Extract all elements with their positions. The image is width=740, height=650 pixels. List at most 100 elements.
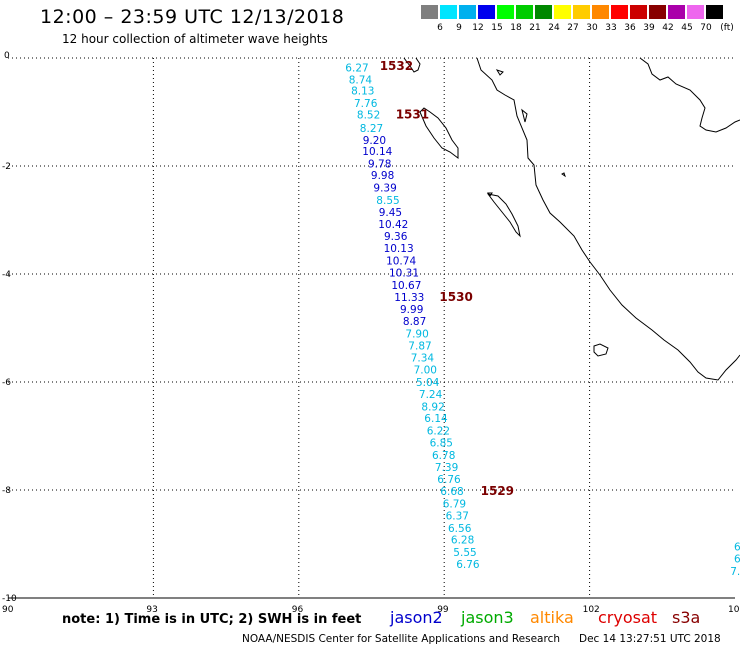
time-labels: 1532 1531 1530 1529 xyxy=(380,59,514,498)
wave-height-reading: 7.87 xyxy=(408,340,431,352)
wave-height-reading: 9.78 xyxy=(368,158,391,170)
legend-label-18: 18 xyxy=(510,23,522,33)
coastline-sumatra xyxy=(476,57,740,381)
wave-height-readings: 6.278.748.137.768.528.279.2010.149.789.9… xyxy=(345,63,740,578)
time-label-1531: 1531 xyxy=(396,108,429,122)
legend-label-27: 27 xyxy=(567,23,579,33)
wave-height-reading: 6.56 xyxy=(448,523,472,535)
coastline-island-enggano xyxy=(593,343,609,357)
wave-height-reading: 6.37 xyxy=(446,510,469,522)
wave-height-reading: 6.14 xyxy=(424,413,448,425)
wave-height-reading: 6.76 xyxy=(456,559,480,571)
legend-swatch-21 xyxy=(535,5,552,19)
lon-label-93: 93 xyxy=(146,605,157,615)
coastline-peninsula xyxy=(639,57,740,133)
wave-height-reading: 10.13 xyxy=(384,243,414,255)
mission-cryosat: cryosat xyxy=(598,608,658,627)
wave-height-reading: 10.31 xyxy=(389,267,419,279)
wave-height-reading: 9.20 xyxy=(363,135,386,147)
legend-label-12: 12 xyxy=(472,23,484,33)
wave-height-reading: 7.76 xyxy=(354,98,378,110)
wave-height-reading: 6.78 xyxy=(432,450,455,462)
footer-note: note: 1) Time is in UTC; 2) SWH is in fe… xyxy=(62,612,362,627)
lon-label-96: 96 xyxy=(292,605,304,615)
wave-height-reading: 9.99 xyxy=(400,304,423,316)
map-title: 12:00 – 23:59 UTC 12/13/2018 xyxy=(40,6,345,28)
legend-unit: (ft) xyxy=(720,23,734,33)
lat-label--6: -6 xyxy=(2,378,11,388)
wave-height-reading: 9.45 xyxy=(379,207,402,219)
lon-label-102: 102 xyxy=(583,605,600,615)
legend-swatch-15 xyxy=(497,5,514,19)
wave-height-reading: 6.68 xyxy=(440,486,463,498)
lat-label--2: -2 xyxy=(2,162,11,172)
wave-height-reading: 6.79 xyxy=(443,499,466,511)
mission-jason3: jason3 xyxy=(461,608,514,627)
wave-height-reading-edge: 6 xyxy=(734,554,740,566)
wave-height-reading: 5.04 xyxy=(416,377,440,389)
wave-height-reading: 7.24 xyxy=(419,389,443,401)
wave-height-reading: 6.28 xyxy=(451,535,474,547)
wave-height-reading: 8.52 xyxy=(357,110,380,122)
wave-height-reading: 8.87 xyxy=(403,316,426,328)
coastline xyxy=(403,57,740,381)
legend-label-39: 39 xyxy=(643,23,655,33)
legend-swatch-18 xyxy=(516,5,533,19)
lat-label--8: -8 xyxy=(2,486,11,496)
legend-label-15: 15 xyxy=(491,23,503,33)
legend-swatch-12 xyxy=(478,5,495,19)
wave-height-reading-edge: 6 xyxy=(734,542,740,554)
legend-swatch-6 xyxy=(440,5,457,19)
legend-label-21: 21 xyxy=(529,23,541,33)
wave-height-reading: 6.85 xyxy=(430,438,453,450)
wave-height-reading: 6.27 xyxy=(345,63,368,75)
mission-altika: altika xyxy=(530,608,574,627)
legend-label-45: 45 xyxy=(681,23,693,33)
wave-height-reading: 10.74 xyxy=(386,256,416,268)
time-label-1530: 1530 xyxy=(439,290,472,304)
wave-height-reading-edge: 7. xyxy=(730,566,740,578)
legend-swatch-45 xyxy=(687,5,704,19)
wave-height-reading: 11.33 xyxy=(394,292,424,304)
wave-height-reading: 10.67 xyxy=(391,280,421,292)
footer-timestamp: Dec 14 13:27:51 UTC 2018 xyxy=(579,633,721,645)
legend-swatch-36 xyxy=(630,5,647,19)
legend-swatch-3 xyxy=(421,5,438,19)
lat-label--4: -4 xyxy=(2,270,11,280)
coastline-island-small-1 xyxy=(487,192,493,197)
footer-credit: NOAA/NESDIS Center for Satellite Applica… xyxy=(242,633,560,645)
time-label-1529: 1529 xyxy=(481,484,514,498)
lon-label-99: 99 xyxy=(437,605,449,615)
coastline-island-simeulue xyxy=(403,57,421,73)
wave-height-reading: 7.39 xyxy=(435,462,458,474)
lon-label-105: 105 xyxy=(728,605,740,615)
wave-height-reading: 8.74 xyxy=(349,75,373,87)
legend-swatch-9 xyxy=(459,5,476,19)
wave-height-reading: 5.55 xyxy=(453,547,476,559)
coastline-island-nias xyxy=(419,107,459,159)
wave-height-reading: 10.42 xyxy=(378,219,408,231)
wave-height-reading: 9.36 xyxy=(384,231,408,243)
legend-label-9: 9 xyxy=(456,23,462,33)
wave-height-reading: 7.90 xyxy=(405,328,428,340)
legend-label-33: 33 xyxy=(605,23,617,33)
wave-height-reading: 9.98 xyxy=(371,170,394,182)
wave-height-reading: 8.27 xyxy=(360,123,383,135)
coastline-island-small-2 xyxy=(495,69,504,76)
legend-swatch-33 xyxy=(611,5,628,19)
lat-label-0: 0 xyxy=(4,51,10,61)
legend-label-70: 70 xyxy=(700,23,712,33)
mission-s3a: s3a xyxy=(672,608,701,627)
latitude-labels: 0 -2 -4 -6 -8 -10 xyxy=(2,51,17,604)
map-subtitle: 12 hour collection of altimeter wave hei… xyxy=(62,32,328,46)
wave-height-reading: 9.39 xyxy=(373,183,396,195)
legend-swatch-39 xyxy=(649,5,666,19)
coastline-island-small-4 xyxy=(521,108,528,123)
legend-label-42: 42 xyxy=(662,23,674,33)
longitude-labels: 90 93 96 99 102 105 xyxy=(2,605,740,615)
legend-label-6: 6 xyxy=(437,23,443,33)
wave-height-reading: 10.14 xyxy=(362,146,392,158)
wave-height-reading: 8.55 xyxy=(376,195,399,207)
legend-swatch-42 xyxy=(668,5,685,19)
